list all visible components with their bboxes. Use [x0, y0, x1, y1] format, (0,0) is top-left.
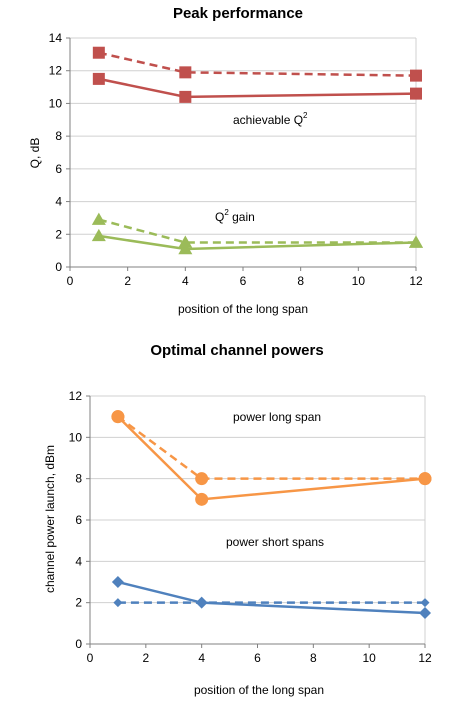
chart2-series-2-point [111, 576, 124, 588]
chart1-y-tick-label: 6 [55, 162, 62, 176]
chart1-series-3-point [91, 212, 106, 225]
chart1-y-tick-label: 14 [49, 31, 63, 45]
chart1-series-2-point [91, 228, 106, 242]
chart2-series [111, 410, 432, 619]
chart1-x-tick-label: 4 [182, 274, 189, 288]
chart2-annotation-power-long-span: power long span [233, 410, 321, 424]
chart1-series-3-line [98, 218, 416, 244]
chart1-y-tick-label: 8 [55, 129, 62, 143]
chart1-annotation-q2-gain: Q2 gain [215, 208, 255, 224]
chart2-y-tick-label: 0 [75, 637, 82, 651]
chart2-y-tick-label: 4 [75, 554, 82, 568]
chart1-y-axis-label: Q, dB [28, 138, 42, 169]
chart2-y-tick-label: 6 [75, 513, 82, 527]
chart1-series-3-point [178, 235, 193, 248]
chart1-x-tick-label: 0 [67, 274, 74, 288]
chart1-tick-labels: 0 2 4 6 8 10 12 14 0 2 4 6 8 10 12 [49, 31, 423, 288]
chart1-x-tick-label: 12 [409, 274, 423, 288]
chart1-series-1-point [179, 66, 192, 79]
chart2-tick-labels: 0 2 4 6 8 10 12 0 2 4 6 8 10 12 [69, 389, 432, 665]
chart-peak-performance: Peak performance 0 2 4 6 8 10 12 14 0 2 4 6 8 10 12 po… [28, 5, 423, 316]
chart2-x-axis-label: position of the long span [194, 683, 324, 697]
chart1-title: Peak performance [173, 5, 303, 22]
chart2-x-tick-label: 6 [254, 651, 261, 665]
chart2-series-3-point [113, 598, 123, 608]
chart2-y-tick-label: 12 [69, 389, 83, 403]
chart1-series-0-point [92, 72, 105, 85]
chart1-series-1-point [92, 46, 105, 59]
chart2-x-tick-label: 10 [362, 651, 376, 665]
chart2-annotation-power-short-spans: power short spans [226, 535, 324, 549]
chart1-series-3-point [409, 235, 423, 248]
chart1-x-tick-label: 2 [124, 274, 131, 288]
chart-optimal-channel-powers: Optimal channel powers 0 2 4 6 8 10 12 0 2 4 6 8 10 1… [43, 342, 432, 697]
chart2-y-axis-label: channel power launch, dBm [43, 445, 57, 593]
chart2-y-tick-label: 2 [75, 596, 82, 610]
chart1-axes [66, 37, 417, 271]
chart2-series-1-point [195, 472, 209, 486]
chart1-series [91, 46, 423, 255]
chart2-y-tick-label: 10 [69, 430, 83, 444]
chart2-title: Optimal channel powers [150, 342, 323, 359]
chart2-series-1-line [117, 415, 425, 480]
chart1-series-0-point [179, 90, 192, 103]
chart2-x-tick-label: 2 [142, 651, 149, 665]
chart2-series-3-point [197, 598, 207, 608]
chart2-series-3-point [420, 598, 430, 608]
chart1-series-1-line [98, 51, 417, 77]
chart2-x-tick-label: 8 [310, 651, 317, 665]
chart1-gridlines [70, 37, 417, 267]
chart2-series-1-point [111, 410, 125, 424]
chart2-series-1-point [418, 472, 432, 486]
chart1-series-0-line [98, 77, 417, 99]
chart2-series-0-point [195, 492, 209, 506]
chart1-y-tick-label: 2 [55, 227, 62, 241]
chart2-series-0-line [117, 415, 426, 501]
chart2-y-tick-label: 8 [75, 472, 82, 486]
chart2-x-tick-label: 12 [418, 651, 432, 665]
chart1-y-tick-label: 12 [49, 64, 63, 78]
chart1-series-0-point [410, 87, 422, 100]
chart1-annotation-achievable-q2: achievable Q2 [233, 111, 308, 127]
chart1-y-tick-label: 10 [49, 96, 63, 110]
chart2-axes [86, 395, 426, 648]
chart1-series-2-point [178, 242, 193, 255]
chart2-x-tick-label: 0 [87, 651, 94, 665]
chart1-series-1-point [410, 69, 422, 82]
chart1-x-tick-label: 8 [297, 274, 304, 288]
chart2-x-tick-label: 4 [198, 651, 205, 665]
chart1-y-tick-label: 0 [55, 260, 62, 274]
chart1-x-tick-label: 6 [240, 274, 247, 288]
chart1-x-tick-label: 10 [352, 274, 366, 288]
chart2-series-2-line [117, 580, 426, 615]
chart1-y-tick-label: 4 [55, 195, 62, 209]
chart2-series-2-point [419, 607, 431, 619]
chart1-x-axis-label: position of the long span [178, 302, 308, 316]
